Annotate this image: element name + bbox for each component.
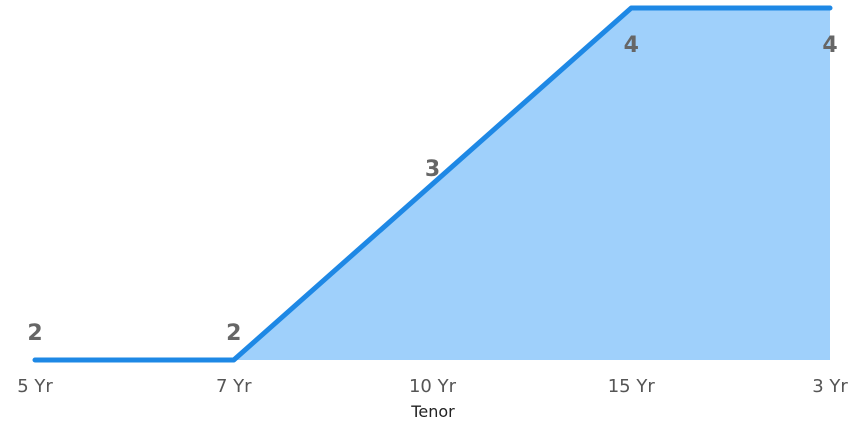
- data-label-7-yr: 2: [226, 321, 241, 346]
- x-axis-ticks: 5 Yr 7 Yr 10 Yr 15 Yr 3 Yr: [17, 376, 848, 397]
- data-label-10-yr: 3: [425, 157, 440, 182]
- x-tick-3-yr: 3 Yr: [812, 376, 848, 397]
- x-tick-7-yr: 7 Yr: [216, 376, 252, 397]
- x-tick-5-yr: 5 Yr: [17, 376, 53, 397]
- data-label-5-yr: 2: [27, 321, 42, 346]
- x-axis-title: Tenor: [410, 402, 455, 421]
- data-label-15-yr: 4: [624, 33, 639, 58]
- series-line: [32, 5, 833, 363]
- data-labels: 2 2 3 4 4: [27, 33, 837, 346]
- data-label-3-yr: 4: [822, 33, 837, 58]
- x-tick-15-yr: 15 Yr: [608, 376, 656, 397]
- x-tick-10-yr: 10 Yr: [409, 376, 457, 397]
